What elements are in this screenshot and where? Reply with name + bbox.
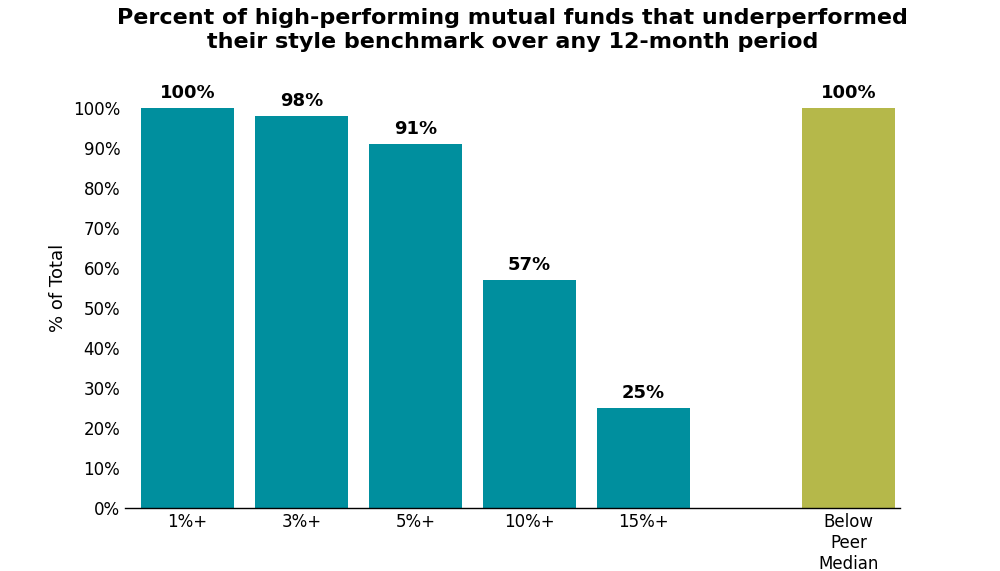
Bar — [141, 108, 234, 508]
Text: 100%: 100% — [160, 85, 215, 103]
Text: 98%: 98% — [280, 93, 323, 111]
Text: 57%: 57% — [508, 256, 551, 275]
Text: 25%: 25% — [622, 384, 665, 402]
Bar — [802, 108, 895, 508]
Bar — [255, 116, 348, 508]
Bar — [483, 280, 576, 508]
Title: Percent of high-performing mutual funds that underperformed
their style benchmar: Percent of high-performing mutual funds … — [117, 9, 908, 52]
Bar — [369, 144, 462, 508]
Y-axis label: % of Total: % of Total — [49, 244, 67, 332]
Text: 91%: 91% — [394, 120, 437, 139]
Text: 100%: 100% — [821, 85, 877, 103]
Bar — [597, 408, 690, 508]
